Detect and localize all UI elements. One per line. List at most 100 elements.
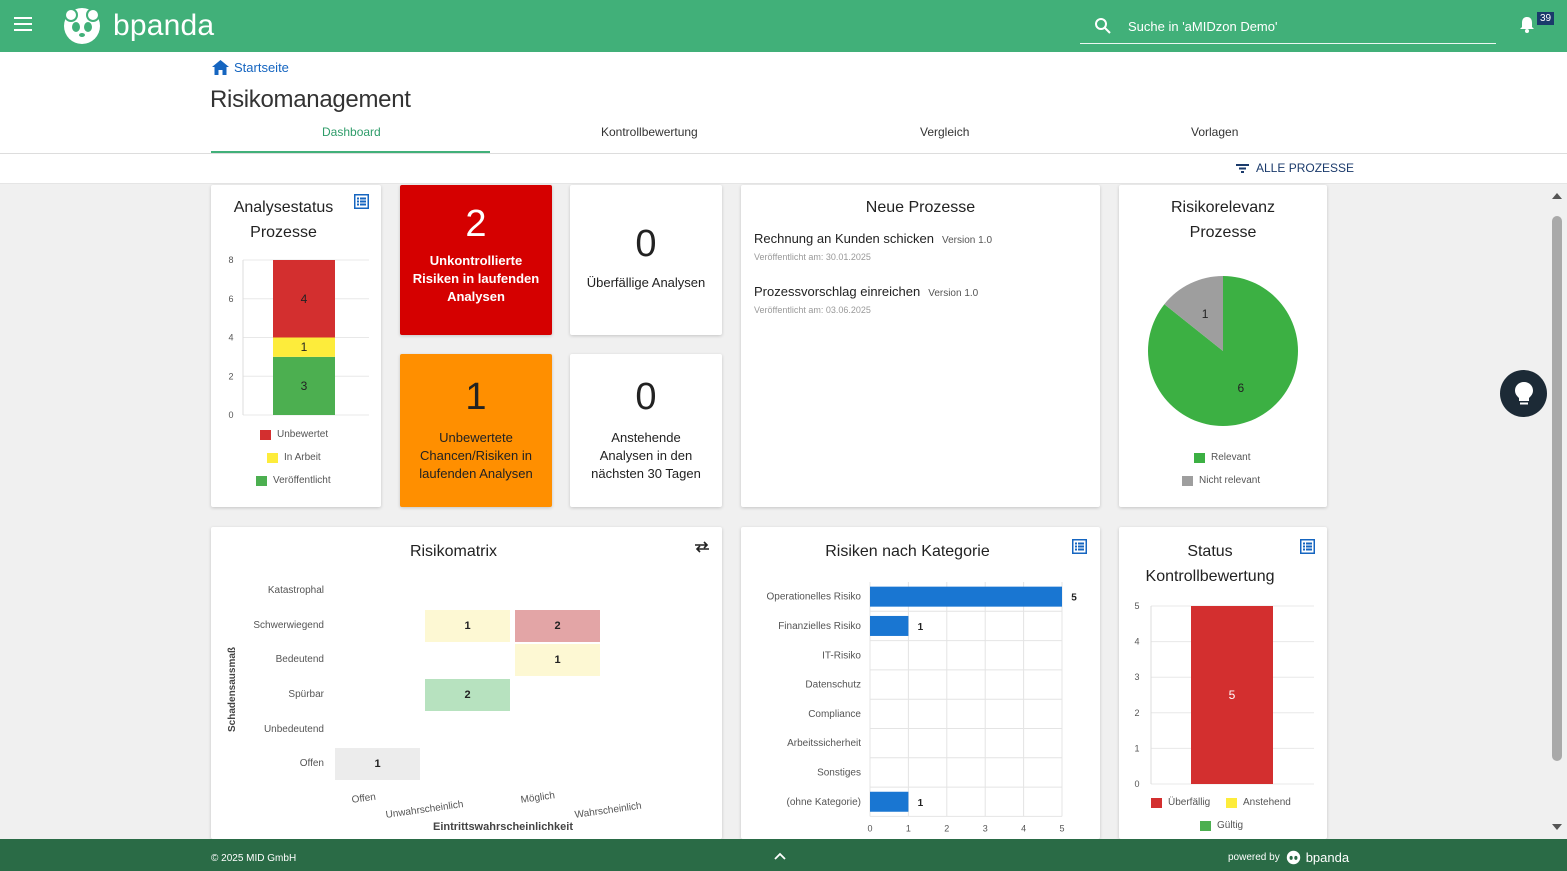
chevron-up-icon[interactable] [774,852,786,860]
legend-veroeffentlicht: Veröffentlicht [256,475,331,486]
search-input[interactable] [1128,16,1488,36]
matrix-row-label: Schwerwiegend [253,620,324,631]
pie-slice [1164,276,1223,351]
active-tab-indicator [211,151,490,153]
tab-dashboard[interactable]: Dashboard [322,125,381,139]
process-item-date: Veröffentlicht am: 03.06.2025 [754,305,871,315]
bar [870,791,909,812]
footer-brand: bpanda [1305,850,1350,865]
panda-logo-icon [64,8,100,44]
tips-button[interactable] [1500,370,1547,417]
category-label: (ohne Kategorie) [787,797,862,808]
matrix-cell[interactable]: 1 [335,748,420,780]
app-logo[interactable]: bpanda [63,7,214,45]
search-bar [1080,8,1496,44]
list-view-icon[interactable] [1072,539,1087,554]
matrix-cell[interactable]: 2 [515,610,600,642]
tab-vergleich[interactable]: Vergleich [920,125,970,139]
scroll-up-icon[interactable] [1552,191,1562,199]
kpi-unbewertete-chancen[interactable]: 1 Unbewertete Chancen/Risiken in laufend… [400,354,552,507]
powered-by: powered by bpanda [1228,850,1349,865]
kpi-anstehende-analysen[interactable]: 0 Anstehende Analysen in den nächsten 30… [570,354,722,507]
bar-segment [273,337,335,357]
breadcrumb[interactable]: Startseite [212,60,289,75]
bar-value-label: 1 [918,798,924,809]
matrix-row-label: Unbedeutend [263,724,324,735]
scrollbar[interactable] [1549,186,1565,838]
search-icon[interactable] [1094,17,1111,34]
bar [1191,606,1273,784]
menu-icon[interactable] [14,17,32,31]
page-header: Startseite Risikomanagement Dashboard Ko… [0,52,1567,154]
x-tick-label: 0 [867,823,872,833]
filter-all-processes-button[interactable]: ALLE PROZESSE [1236,161,1354,175]
status-kontroll-chart: 5 4 3 2 1 0 5 [1134,601,1314,789]
category-label: IT-Risiko [822,650,861,661]
matrix-cell[interactable]: 1 [515,644,600,676]
neue-prozesse-card: Neue Prozesse Rechnung an Kunden schicke… [741,185,1100,507]
bar [870,586,1062,607]
process-item-date: Veröffentlicht am: 30.01.2025 [754,252,871,262]
filter-bar: ALLE PROZESSE [0,154,1567,184]
home-icon [212,60,229,75]
y-tick-label: 8 [228,255,233,265]
top-app-bar: bpanda 39 [0,0,1567,52]
scroll-down-icon[interactable] [1552,824,1562,832]
matrix-row-label: Spürbar [288,689,324,700]
kpi-unkontrollierte-risiken[interactable]: 2 Unkontrollierte Risiken in laufenden A… [400,185,552,335]
bar [870,615,909,636]
kpi-label: Unbewertete Chancen/Risiken in laufenden… [419,430,533,481]
analysestatus-card: Analysestatus Prozesse 8 6 4 2 0 3 1 4 Unbewert… [211,185,381,507]
category-label: Datenschutz [805,680,861,691]
category-label: Operationelles Risiko [767,592,862,603]
analysestatus-title: Analysestatus Prozesse [221,195,346,245]
tab-vorlagen[interactable]: Vorlagen [1191,125,1239,139]
matrix-row-label: Offen [299,758,324,769]
legend-nicht-relevant: Nicht relevant [1182,475,1260,486]
kpi-ueberfaellige-analysen[interactable]: 0 Überfällige Analysen [570,185,722,335]
list-view-icon[interactable] [1300,539,1315,554]
x-tick-label: 2 [944,823,949,833]
risikorelevanz-title: Risikorelevanz Prozesse [1119,195,1327,245]
tab-kontrollbewertung[interactable]: Kontrollbewertung [601,125,698,139]
bar-value-label: 4 [301,292,308,306]
risikomatrix-card: Risikomatrix Schadensausmaß Katastrophal… [211,527,722,839]
list-view-icon[interactable] [354,194,369,209]
matrix-column-label: Offen [351,791,377,806]
neue-prozesse-title: Neue Prozesse [865,199,976,216]
risikorelevanz-title-line2: Prozesse [1189,224,1257,241]
scroll-thumb[interactable] [1552,216,1562,761]
kpi-value: 2 [465,203,487,245]
analysestatus-title-line2: Prozesse [250,224,317,241]
bell-icon[interactable] [1519,16,1535,33]
panda-logo-icon [1286,850,1300,865]
matrix-cell[interactable]: 1 [425,610,510,642]
notification-badge: 39 [1537,12,1555,25]
y-tick-label: 0 [228,410,233,420]
matrix-row-label: Katastrophal [267,585,324,596]
kpi-label: Anstehende Analysen in den nächsten 30 T… [591,430,701,481]
status-kontroll-title: Status Kontrollbewertung [1119,539,1301,589]
copyright: © 2025 MID GmbH [211,853,297,864]
matrix-row-label: Bedeutend [275,654,324,665]
process-item-link[interactable]: Rechnung an Kunden schicken Version 1.0 [754,231,993,246]
category-label: Finanzielles Risiko [778,621,861,632]
x-tick-label: 4 [1021,823,1026,833]
legend-ueberfaellig: Überfällig [1151,797,1210,808]
process-item-link[interactable]: Prozessvorschlag einreichen Version 1.0 [754,284,979,299]
category-label: Compliance [808,709,861,720]
y-tick-label: 2 [1134,708,1139,718]
kpi-label: Unkontrollierte Risiken in laufenden Ana… [412,253,540,304]
risikorelevanz-pie-chart: 61 [1148,276,1298,426]
matrix-cell[interactable]: 2 [425,679,510,711]
x-tick-label: 1 [906,823,911,833]
pie-value-label: 1 [1202,307,1209,321]
swap-icon[interactable] [694,541,710,553]
x-tick-label: 5 [1059,823,1064,833]
status-kontroll-title-line2: Kontrollbewertung [1145,568,1275,585]
legend-in-arbeit: In Arbeit [267,452,321,463]
breadcrumb-home[interactable]: Startseite [234,60,289,75]
risikorelevanz-title-line1: Risikorelevanz [1170,199,1276,216]
kpi-value: 0 [635,223,657,265]
